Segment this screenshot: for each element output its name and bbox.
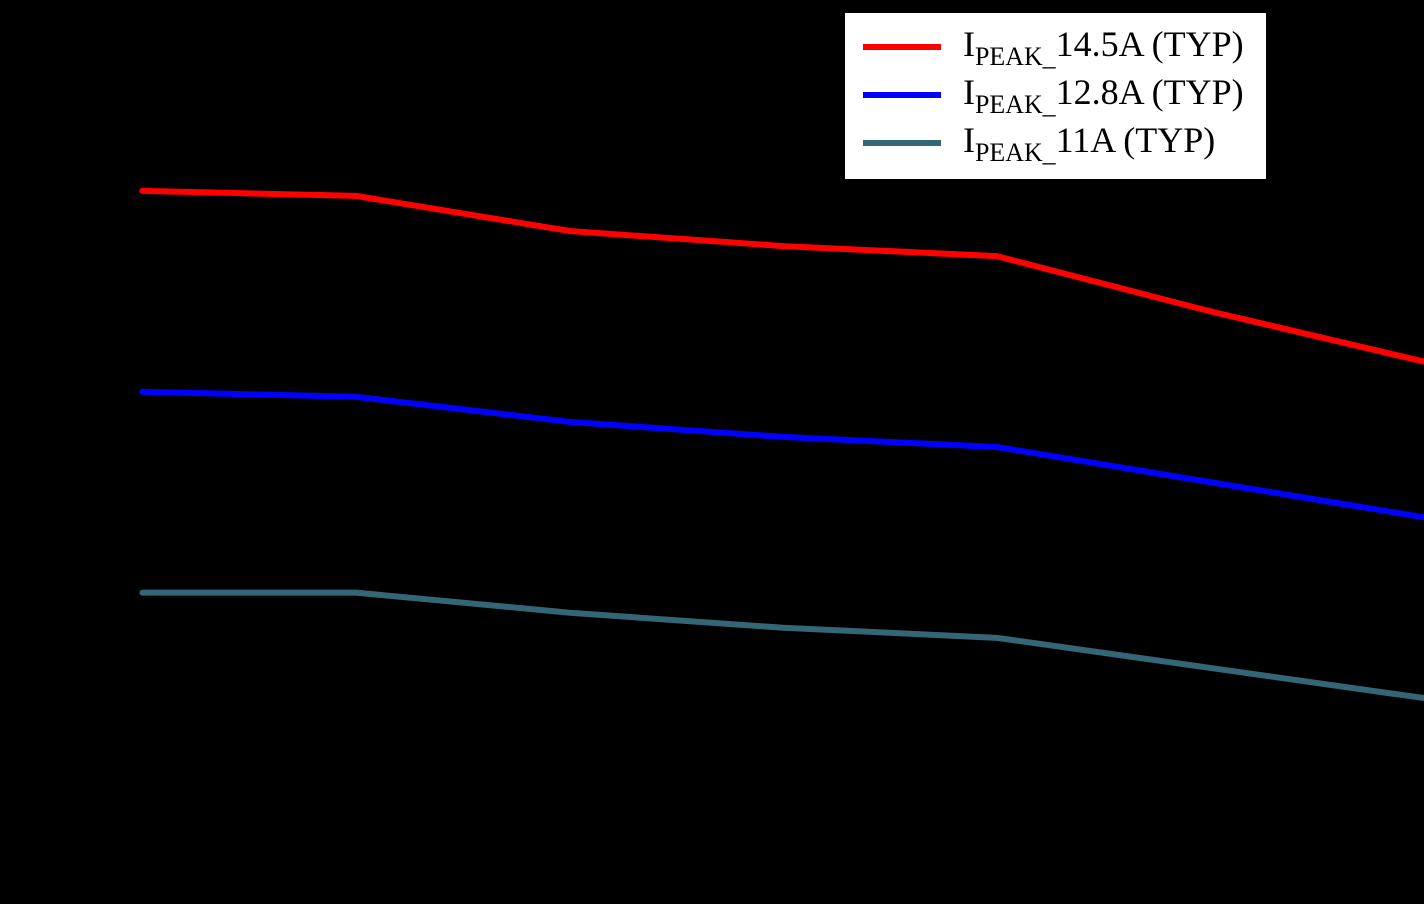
line-chart: IPEAK_14.5A (TYP)IPEAK_12.8A (TYP)IPEAK_… — [0, 0, 1424, 904]
chart-legend: IPEAK_14.5A (TYP)IPEAK_12.8A (TYP)IPEAK_… — [842, 10, 1269, 182]
legend-item-ipeak-14p5: IPEAK_14.5A (TYP) — [863, 23, 1244, 71]
legend-label-ipeak-14p5: IPEAK_14.5A (TYP) — [963, 23, 1244, 71]
legend-item-ipeak-11: IPEAK_11A (TYP) — [863, 119, 1244, 167]
legend-label-ipeak-11: IPEAK_11A (TYP) — [963, 119, 1215, 167]
legend-item-ipeak-12p8: IPEAK_12.8A (TYP) — [863, 71, 1244, 119]
legend-label-ipeak-12p8: IPEAK_12.8A (TYP) — [963, 71, 1244, 119]
legend-swatch-ipeak-14p5 — [863, 44, 941, 50]
legend-swatch-ipeak-11 — [863, 140, 941, 146]
legend-swatch-ipeak-12p8 — [863, 92, 941, 98]
